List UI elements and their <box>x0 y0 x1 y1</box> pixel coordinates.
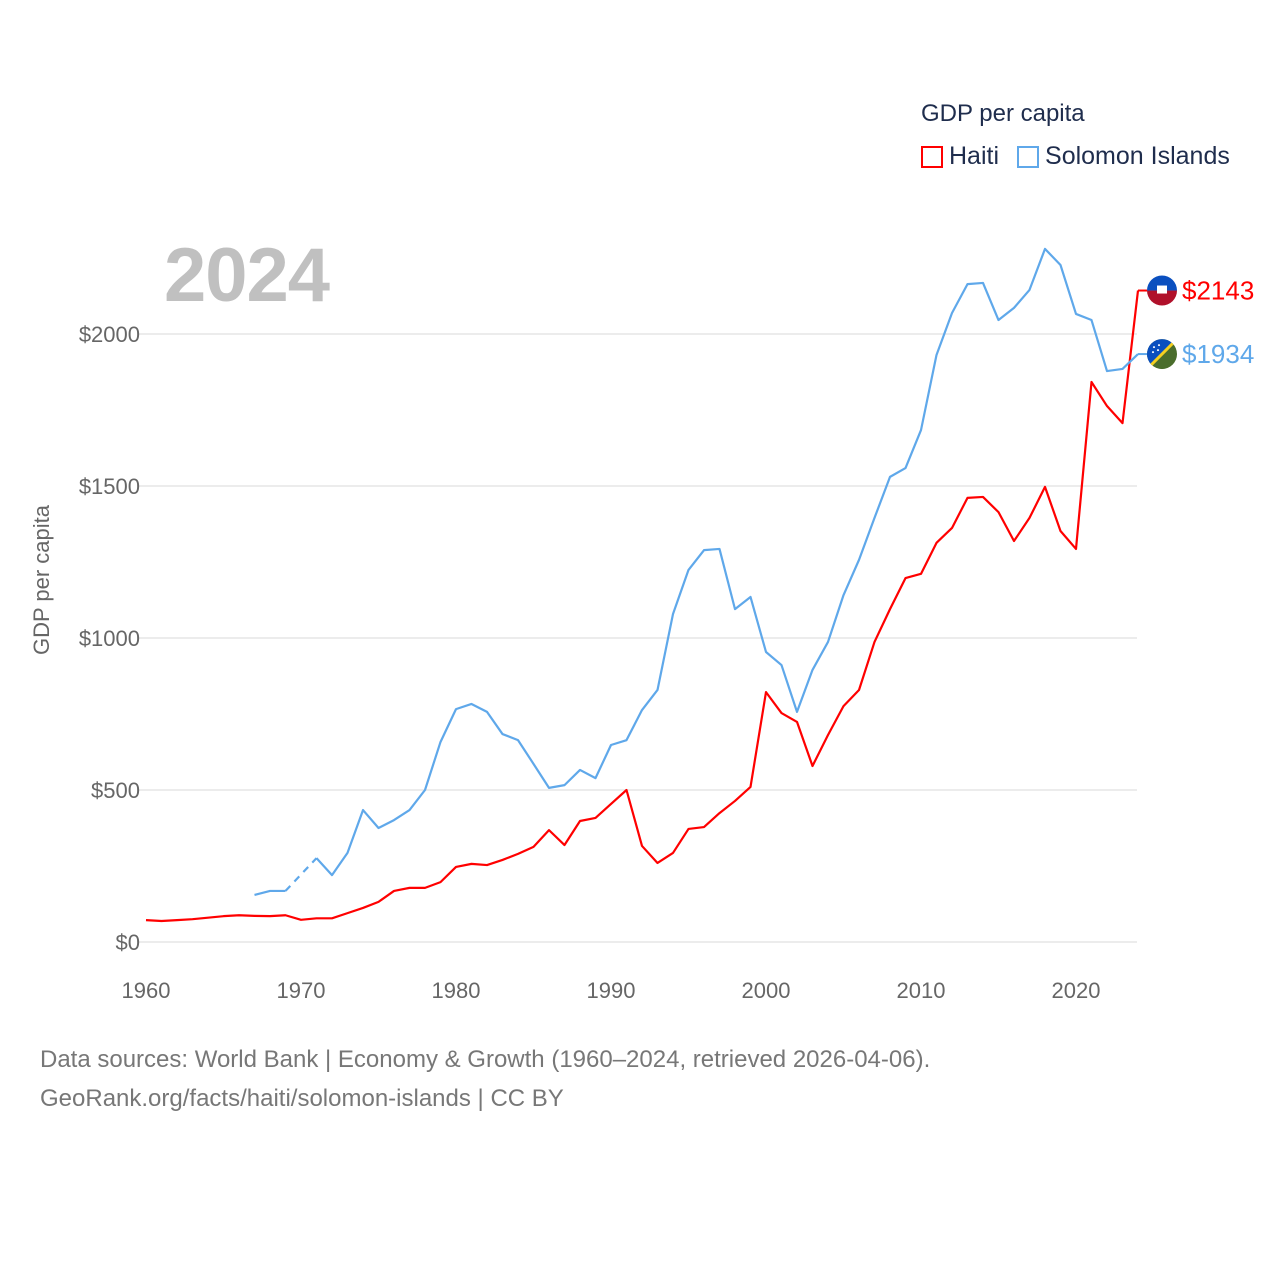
flag-star <box>1157 349 1159 352</box>
flag-body <box>1147 339 1177 370</box>
footer-link[interactable]: GeoRank.org/facts/haiti/solomon-islands … <box>40 1085 564 1112</box>
flag-stripe <box>1147 290 1177 306</box>
x-tick-label: 2020 <box>1052 978 1101 1003</box>
legend-item-solomon-islands[interactable]: Solomon Islands <box>1017 142 1230 171</box>
footer-sources: Data sources: World Bank | Economy & Gro… <box>40 1046 931 1073</box>
flag-body <box>1147 275 1177 306</box>
series-gap-solomon-islands <box>284 857 318 892</box>
x-tick-label: 2010 <box>897 978 946 1003</box>
y-tick-label: $1500 <box>79 474 140 499</box>
end-value-label-haiti: $2143 <box>1182 276 1254 306</box>
flag-star <box>1152 351 1154 354</box>
legend-label: Haiti <box>949 142 1000 170</box>
y-tick-label: $1000 <box>79 626 140 651</box>
legend-swatch-haiti <box>921 145 943 168</box>
flag-stripe <box>1147 275 1177 291</box>
solomon-islands-flag-icon <box>1147 339 1177 370</box>
x-tick-label: 1960 <box>122 978 171 1003</box>
legend-swatch-solomon-islands <box>1017 145 1040 168</box>
x-tick-label: 2000 <box>742 978 791 1003</box>
end-value-label-solomon-islands: $1934 <box>1182 339 1254 369</box>
legend-label: Solomon Islands <box>1045 142 1230 170</box>
legend: Haiti Solomon Islands <box>921 142 1248 171</box>
y-tick-label: $2000 <box>79 322 140 347</box>
y-tick-label: $0 <box>116 930 140 955</box>
series-line-solomon-islands <box>254 247 1139 896</box>
flag-emblem <box>1157 285 1167 294</box>
legend-title: GDP per capita <box>921 100 1085 127</box>
series-line-haiti <box>145 290 1140 923</box>
y-tick-label: $500 <box>91 778 140 803</box>
x-tick-label: 1980 <box>432 978 481 1003</box>
flag-star <box>1153 346 1155 349</box>
legend-item-haiti[interactable]: Haiti <box>921 142 999 171</box>
year-label: 2024 <box>164 233 330 318</box>
x-tick-label: 1970 <box>277 978 326 1003</box>
haiti-flag-icon <box>1147 275 1177 306</box>
flag-stripe <box>1147 339 1177 370</box>
x-tick-label: 1990 <box>587 978 636 1003</box>
flag-star <box>1158 344 1160 347</box>
